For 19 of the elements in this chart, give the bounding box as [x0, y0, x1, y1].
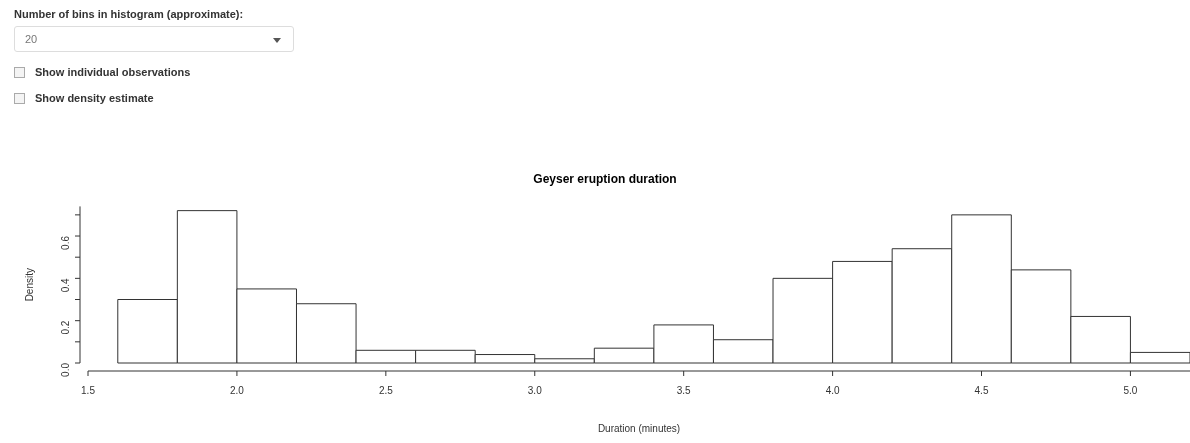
text: 20 — [25, 33, 38, 45]
x-tick-label: 3.5 — [676, 384, 692, 396]
x-tick-label: 5.0 — [1123, 384, 1138, 396]
y-tick-label: 0.0 — [59, 362, 71, 377]
x-tick-label: 1.5 — [81, 384, 96, 396]
y-axis-title: Density — [23, 268, 35, 302]
y-tick-label: 0.2 — [59, 320, 71, 335]
x-tick-label: 4.0 — [825, 384, 840, 396]
text: Show individual observations — [35, 66, 191, 78]
x-tick-label: 2.5 — [378, 384, 394, 396]
x-tick-label: 4.5 — [974, 384, 989, 396]
chart-title: Geyser eruption duration — [533, 171, 677, 186]
x-tick-label: 2.0 — [229, 384, 245, 396]
text: Number of bins in histogram (approximate): — [14, 8, 244, 20]
text: Show density estimate — [35, 92, 154, 104]
x-axis-title: Duration (minutes) — [597, 422, 681, 434]
x-tick-label: 3.0 — [527, 384, 543, 396]
y-tick-label: 0.6 — [59, 235, 71, 250]
y-tick-label: 0.4 — [59, 277, 71, 293]
